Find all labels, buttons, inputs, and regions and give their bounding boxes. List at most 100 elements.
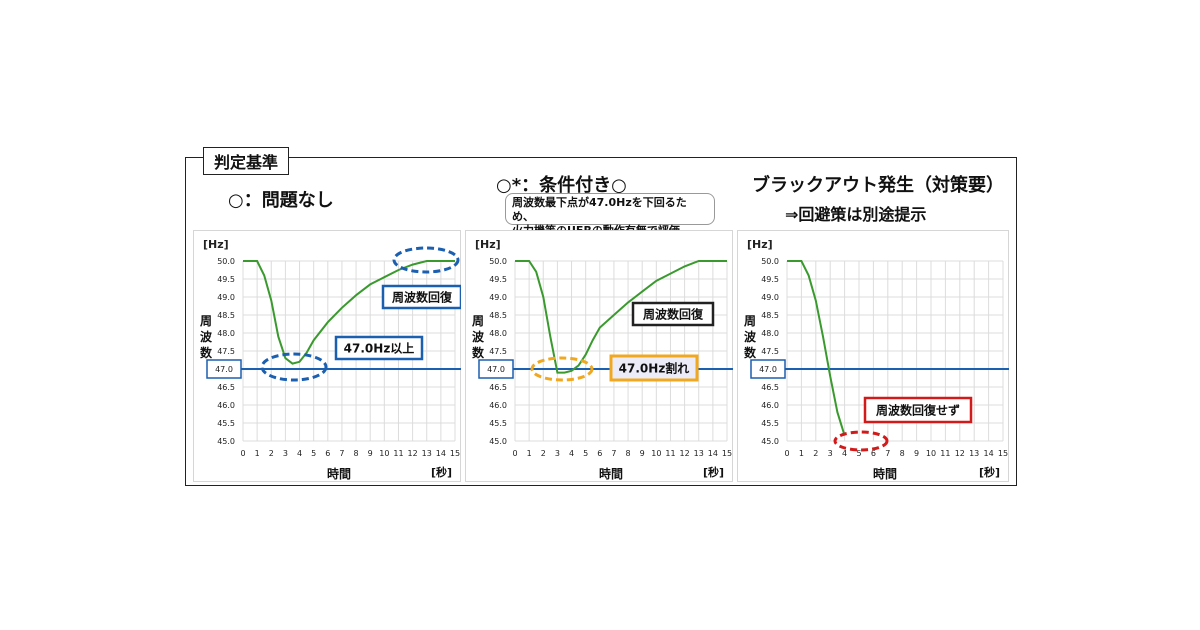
x-unit: [秒]: [431, 465, 452, 479]
criteria-label: 判定基準: [203, 147, 290, 175]
frequency-series-line: [243, 260, 455, 365]
x-tick-label: 9: [640, 449, 645, 458]
y-tick-label: 49.0: [761, 293, 779, 302]
highlight-ellipse: [260, 352, 328, 382]
annotation-box: [334, 335, 424, 361]
y-tick-label: 48.0: [217, 329, 235, 338]
x-tick-label: 5: [856, 449, 861, 458]
y-tick-label: 48.0: [761, 329, 779, 338]
y-tick-label: 47.5: [489, 347, 507, 356]
y-tick-label: 46.0: [489, 401, 507, 410]
x-tick-label: 11: [393, 449, 403, 458]
x-tick-label: 6: [325, 449, 330, 458]
threshold-label-box: [750, 359, 786, 379]
y-tick-label: 49.5: [217, 275, 235, 284]
x-tick-label: 14: [436, 449, 446, 458]
x-tick-label: 1: [527, 449, 532, 458]
chart-panel-2: 50.0 49.5 49.0 48.5 48.0 47.5 46.5 46.0 45.5 45.0…: [465, 230, 733, 482]
highlight-ellipse: [530, 356, 594, 382]
y-unit: [Hz]: [747, 238, 773, 251]
x-tick-label: 4: [842, 449, 847, 458]
annotation-box: [609, 354, 699, 382]
x-tick-label: 8: [626, 449, 631, 458]
x-axis-label: 時間: [599, 466, 623, 481]
x-tick-label: 2: [541, 449, 546, 458]
x-tick-label: 15: [722, 449, 732, 458]
x-unit: [秒]: [979, 465, 1000, 479]
x-tick-label: 0: [784, 449, 789, 458]
y-tick-label: 45.5: [761, 419, 779, 428]
y-tick-label: 48.0: [489, 329, 507, 338]
y-axis-label: 周波数: [472, 314, 485, 360]
x-tick-label: 11: [665, 449, 675, 458]
x-tick-label: 12: [680, 449, 690, 458]
x-tick-label: 13: [969, 449, 979, 458]
chart-panel-3: 50.0 49.5 49.0 48.5 48.0 47.5 46.5 46.0 45.5 45.0…: [737, 230, 1009, 482]
y-tick-label: 45.0: [217, 437, 235, 446]
y-tick-label: 49.5: [489, 275, 507, 284]
y-tick-label: 50.0: [217, 257, 235, 266]
x-tick-label: 10: [926, 449, 936, 458]
y-tick-label: 47.5: [761, 347, 779, 356]
y-tick-label: 49.0: [489, 293, 507, 302]
y-axis-label: 周波数: [744, 314, 757, 360]
y-tick-label: 50.0: [489, 257, 507, 266]
y-tick-label: 48.5: [217, 311, 235, 320]
highlight-ellipse: [392, 246, 460, 274]
annotation-label: 47.0Hz割れ: [619, 361, 690, 376]
panel1-heading: ○：問題なし: [228, 190, 334, 211]
threshold-label: 47.0: [215, 365, 233, 374]
x-tick-label: 2: [269, 449, 274, 458]
x-tick-label: 11: [940, 449, 950, 458]
x-tick-label: 2: [813, 449, 818, 458]
x-tick-label: 0: [512, 449, 517, 458]
y-axis-label: 周波数: [200, 314, 213, 360]
frequency-series-line: [787, 260, 846, 436]
y-tick-label: 46.0: [217, 401, 235, 410]
y-tick-label: 50.0: [761, 257, 779, 266]
y-tick-label: 46.0: [761, 401, 779, 410]
y-tick-label: 48.5: [489, 311, 507, 320]
x-tick-label: 3: [283, 449, 288, 458]
annotation-label: 周波数回復せず: [876, 403, 960, 418]
x-tick-label: 9: [914, 449, 919, 458]
chart-panel-1: 50.0 49.5 49.0 48.5 48.0 47.5 46.5 46.0 45.5 45.0…: [193, 230, 461, 482]
annotation-box: [381, 284, 461, 310]
y-tick-label: 45.0: [489, 437, 507, 446]
y-tick-label: 46.5: [217, 383, 235, 392]
x-tick-label: 5: [583, 449, 588, 458]
x-tick-label: 7: [339, 449, 344, 458]
y-tick-label: 49.0: [217, 293, 235, 302]
x-tick-label: 3: [555, 449, 560, 458]
x-tick-label: 4: [569, 449, 574, 458]
annotation-box: [863, 396, 973, 424]
x-tick-label: 14: [708, 449, 718, 458]
x-tick-label: 10: [651, 449, 661, 458]
threshold-label-box: [478, 359, 514, 379]
panel2-heading: ○*：条件付き○: [496, 175, 627, 196]
x-tick-label: 12: [955, 449, 965, 458]
x-tick-label: 8: [354, 449, 359, 458]
y-tick-label: 49.5: [761, 275, 779, 284]
x-axis-label: 時間: [327, 466, 351, 481]
threshold-label: 47.0: [487, 365, 505, 374]
y-tick-label: 46.5: [489, 383, 507, 392]
y-unit: [Hz]: [475, 238, 501, 251]
x-tick-label: 7: [885, 449, 890, 458]
x-tick-label: 13: [694, 449, 704, 458]
x-tick-label: 12: [408, 449, 418, 458]
x-tick-label: 6: [597, 449, 602, 458]
x-tick-label: 14: [984, 449, 994, 458]
x-tick-label: 0: [240, 449, 245, 458]
criteria-frame: [185, 157, 1017, 486]
frequency-series-line: [515, 260, 727, 374]
x-tick-label: 1: [255, 449, 260, 458]
y-tick-label: 45.0: [761, 437, 779, 446]
x-tick-label: 4: [297, 449, 302, 458]
panel2-note-line1: 周波数最下点が47.0Hzを下回るため、: [512, 196, 687, 223]
annotation-box: [631, 301, 715, 327]
x-axis-label: 時間: [873, 466, 897, 481]
panel3-subheading: ⇒回避策は別途提示: [785, 205, 927, 224]
threshold-label-box: [206, 359, 242, 379]
panel3-heading: ブラックアウト発生（対策要）: [752, 175, 1004, 196]
